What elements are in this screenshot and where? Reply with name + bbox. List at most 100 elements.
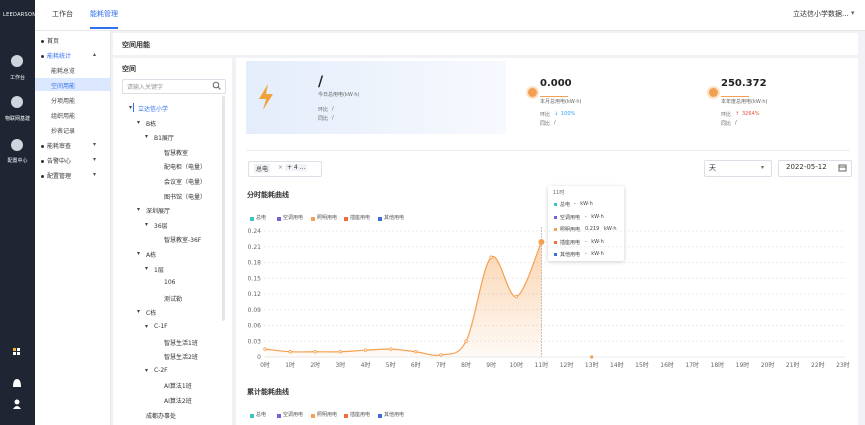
stat-label: 今日总用电(kW·h) xyxy=(318,92,360,98)
menu-selected-bg xyxy=(35,78,110,91)
vertex xyxy=(263,347,267,351)
x-tick-label: 8时 xyxy=(461,361,471,369)
legend-label[interactable]: 总电 xyxy=(256,215,267,221)
x-tick-label: 19时 xyxy=(736,361,750,369)
search-box[interactable] xyxy=(122,79,226,94)
date[interactable]: 2022-05-12 xyxy=(786,163,827,171)
tree-node[interactable]: B栋 xyxy=(146,120,157,128)
menu-dot xyxy=(41,175,44,178)
legend-label[interactable]: 照明用电 xyxy=(317,412,338,418)
menu-item[interactable]: 首页 xyxy=(47,38,60,45)
top-tab[interactable]: 能耗管理 xyxy=(90,10,118,18)
legend-label[interactable]: 其他用电 xyxy=(384,412,405,418)
tooltip-value: 0.219 xyxy=(585,226,600,232)
tree-node[interactable]: C栋 xyxy=(146,310,157,318)
stat-underline xyxy=(721,96,749,97)
legend-label[interactable]: 插座用电 xyxy=(350,412,371,418)
menu-arrow: ▴ xyxy=(93,51,97,58)
legend-label[interactable]: 总电 xyxy=(256,412,267,418)
stat-ring-label: 环比 xyxy=(721,112,732,118)
tenant-select[interactable]: 立达信小学数据... xyxy=(793,10,849,18)
menu-item[interactable]: 能耗审查 xyxy=(47,143,72,150)
tooltip-dot xyxy=(554,228,557,231)
x-tick-label: 11时 xyxy=(535,361,549,369)
top-tab[interactable]: 工作台 xyxy=(52,10,73,18)
x-tick-label: 13时 xyxy=(585,361,599,369)
tree-node[interactable]: 36层 xyxy=(154,222,168,230)
tree-node[interactable]: 1层 xyxy=(154,266,164,274)
tree-node[interactable]: 智慧教室-36F xyxy=(164,237,202,245)
legend-label[interactable]: 空调用电 xyxy=(283,412,304,418)
tooltip-dot xyxy=(554,240,557,244)
nav-item[interactable]: 工作台 xyxy=(9,75,25,81)
tree-node[interactable]: 测试勒 xyxy=(164,295,183,303)
x-tick-label: 16时 xyxy=(660,361,674,369)
tooltip-value: - xyxy=(574,201,576,207)
granularity[interactable]: 天 xyxy=(709,164,716,172)
legend-label[interactable]: 插座用电 xyxy=(350,215,371,221)
vertex xyxy=(388,347,393,351)
space-panel xyxy=(113,58,232,425)
tree-node[interactable]: A栋 xyxy=(146,252,157,259)
submenu-item[interactable]: 抄表记录 xyxy=(51,128,76,135)
tree-node[interactable]: B1展厅 xyxy=(154,135,174,143)
vertex xyxy=(538,239,545,246)
tree-node[interactable]: 106 xyxy=(164,279,176,287)
x-tick-label: 12时 xyxy=(560,361,574,369)
menu-item[interactable]: 配置管理 xyxy=(47,173,72,180)
trend-arrow: ↓ xyxy=(554,111,559,117)
tag-box[interactable] xyxy=(248,161,322,177)
x-tick-label: 22时 xyxy=(811,361,825,369)
legend-swatch xyxy=(378,217,382,221)
tree-node[interactable]: 智慧生活1班 xyxy=(164,339,198,347)
menu-panel xyxy=(35,31,111,425)
granularity-select[interactable] xyxy=(704,160,772,177)
tooltip-dot xyxy=(554,253,557,256)
tree-node[interactable]: 智慧教室 xyxy=(164,149,189,157)
submenu-item[interactable]: 能耗总览 xyxy=(51,68,76,75)
stat-yoy-label: 同比 xyxy=(721,121,732,127)
tree-node[interactable]: C-1F xyxy=(154,323,168,330)
tree-node[interactable]: 立达信小学 xyxy=(138,106,169,113)
submenu-item[interactable]: 组织用能 xyxy=(51,113,76,120)
x-tick-label: 6时 xyxy=(411,361,421,369)
tooltip-dot xyxy=(554,203,557,206)
legend-label[interactable]: 其他用电 xyxy=(384,215,405,221)
x-tick-label: 7时 xyxy=(436,361,446,369)
tree-node[interactable]: 智慧生活2班 xyxy=(164,354,198,362)
selected-marker xyxy=(133,103,134,112)
stat-icon xyxy=(707,86,720,99)
title-bar xyxy=(113,33,858,55)
date-picker[interactable] xyxy=(778,160,852,177)
page-title: 空间用能 xyxy=(122,41,150,49)
y-tick-label: 0.03 xyxy=(248,338,262,345)
tooltip-name: 其他用电 xyxy=(560,252,581,258)
tree-node[interactable]: 成都办事处 xyxy=(146,412,177,420)
tree-node[interactable]: C-2F xyxy=(154,366,168,374)
nav-item[interactable]: 配置中心 xyxy=(7,158,28,164)
legend-label[interactable]: 照明用电 xyxy=(317,215,338,221)
tooltip-unit: kW·h xyxy=(604,226,617,232)
tree-node[interactable]: 会议室（电量） xyxy=(164,179,207,186)
tree-node[interactable]: 深圳展厅 xyxy=(146,208,171,216)
x-tick-label: 20时 xyxy=(761,361,775,369)
filter-tag[interactable]: + 4 ... xyxy=(285,164,308,171)
tenant-arrow: ▾ xyxy=(851,9,855,17)
vertex xyxy=(313,350,317,354)
submenu-item[interactable]: 空间用能 xyxy=(51,83,76,90)
menu-item[interactable]: 告警中心 xyxy=(47,158,72,165)
tooltip-unit: kW·h xyxy=(591,213,604,220)
menu-item[interactable]: 能耗统计 xyxy=(47,53,72,60)
tree-node[interactable]: 配电柜（电量） xyxy=(164,164,207,172)
tree-node[interactable]: AI算法1班 xyxy=(164,383,192,391)
chart-title: 累计能耗曲线 xyxy=(247,388,289,396)
submenu-item[interactable]: 分项用能 xyxy=(51,98,76,105)
legend-label[interactable]: 空调用电 xyxy=(283,215,304,221)
tree-node[interactable]: AI算法2班 xyxy=(164,398,192,405)
y-tick-label: 0 xyxy=(257,354,261,361)
filter-tag[interactable]: 总电 xyxy=(254,164,271,173)
tree-node[interactable]: 图书馆（电量） xyxy=(164,193,207,201)
nav-item[interactable]: 物联网基建 xyxy=(4,116,30,122)
tree-arrow: ▾ xyxy=(137,250,141,257)
calendar-icon xyxy=(838,164,847,172)
